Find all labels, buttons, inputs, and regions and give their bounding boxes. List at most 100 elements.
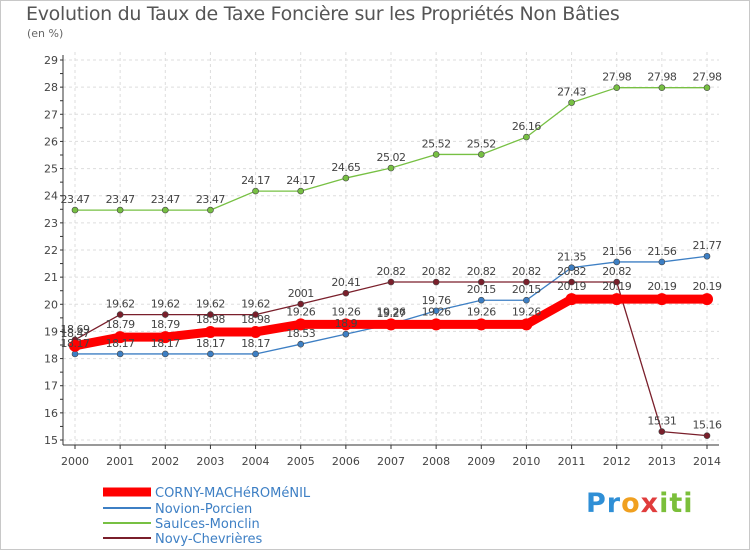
x-tick-label: 2003: [196, 455, 224, 468]
logo-part: ti: [669, 488, 694, 519]
data-label: 26.16: [512, 120, 541, 133]
data-label: 19.27: [377, 307, 406, 320]
data-label: 19.26: [512, 305, 541, 318]
data-point: [252, 311, 259, 318]
chart-unit-label: (en %): [27, 27, 64, 40]
data-label: 21.77: [693, 239, 722, 252]
data-point: [523, 278, 530, 286]
data-point: [342, 174, 350, 182]
data-label: 20.82: [377, 265, 406, 278]
data-point: [477, 151, 485, 158]
data-label: 20.82: [467, 265, 496, 278]
data-point: [297, 300, 305, 308]
data-point: [613, 258, 621, 266]
data-label: 18.98: [196, 313, 225, 326]
data-label: 23.47: [196, 193, 225, 206]
data-point: [568, 278, 575, 286]
data-label: 19.76: [422, 294, 451, 307]
data-point: [658, 258, 666, 266]
data-point: [430, 318, 443, 331]
x-tick-label: 2011: [558, 455, 586, 468]
data-point: [703, 432, 711, 439]
x-tick-label: 2014: [693, 455, 721, 468]
data-point: [161, 350, 169, 358]
data-label: 18.17: [61, 337, 90, 350]
logo-part: x: [640, 488, 660, 519]
x-tick-label: 2001: [106, 455, 134, 468]
data-point: [520, 318, 533, 331]
data-label: 25.52: [467, 137, 496, 150]
data-label: 20.82: [602, 265, 631, 278]
legend-label: Novion-Porcien: [155, 502, 252, 517]
data-point: [703, 252, 711, 260]
data-point: [161, 206, 169, 214]
data-label: 23.47: [61, 193, 90, 206]
data-point: [658, 428, 666, 435]
data-point: [523, 133, 530, 141]
data-label: 18.79: [106, 318, 135, 331]
x-tick-label: 2004: [242, 455, 270, 468]
data-point: [658, 84, 666, 91]
x-tick-label: 2008: [422, 455, 450, 468]
data-label: 19.62: [151, 298, 180, 311]
data-point: [613, 84, 621, 91]
x-tick-label: 2013: [648, 455, 676, 468]
data-point: [114, 331, 127, 344]
data-point: [387, 278, 395, 286]
data-point: [342, 330, 350, 338]
data-label: 27.98: [693, 71, 722, 84]
y-tick-label: 28: [44, 81, 58, 94]
data-point: [207, 206, 214, 214]
data-label: 19.62: [196, 298, 225, 311]
axes: 15 16 17 18 19 20 21 22 23 24 25 26 27 28 29 2000 2001 20…: [44, 54, 721, 468]
data-label: 20.19: [557, 280, 586, 293]
logo-part: o: [621, 488, 641, 519]
y-tick-label: 22: [44, 244, 58, 257]
data-label: 19.62: [241, 298, 270, 311]
data-point: [432, 307, 440, 315]
data-label: 20.82: [557, 265, 586, 278]
y-tick-label: 23: [44, 217, 58, 230]
data-point: [568, 264, 575, 271]
y-tick-label: 18: [44, 353, 58, 366]
data-label: 18.47: [61, 327, 90, 340]
data-point: [297, 340, 305, 348]
data-point: [252, 350, 259, 358]
y-tick-label: 26: [44, 135, 58, 148]
data-point: [294, 318, 307, 331]
data-label: 20.19: [602, 280, 631, 293]
data-point: [703, 84, 711, 91]
data-point: [387, 164, 395, 172]
data-label: 18.9: [335, 317, 358, 330]
data-point: [207, 311, 214, 318]
x-tick-label: 2007: [377, 455, 405, 468]
data-point: [613, 278, 621, 286]
data-label: 15.31: [647, 415, 676, 428]
y-tick-label: 17: [44, 380, 58, 393]
y-tick-label: 16: [44, 407, 58, 420]
data-point: [432, 278, 440, 286]
data-label: 18.98: [241, 313, 270, 326]
data-label: 20.19: [693, 280, 722, 293]
data-label: 25.52: [422, 137, 451, 150]
data-label: 19.26: [286, 305, 315, 318]
data-label: 23.47: [151, 193, 180, 206]
data-point: [568, 99, 575, 106]
data-label: 19.26: [331, 305, 360, 318]
data-label: 24.17: [241, 174, 270, 187]
data-label: 21.56: [647, 245, 676, 258]
x-tick-label: 2000: [61, 455, 89, 468]
data-label: 18.69: [61, 323, 90, 336]
legend: CORNY-MACHéROMéNILNovion-PorcienSaulces-…: [103, 486, 311, 547]
x-tick-label: 2002: [151, 455, 179, 468]
data-label: 20.41: [331, 276, 360, 289]
data-label: 23.47: [106, 193, 135, 206]
data-point: [71, 206, 79, 214]
x-tick-label: 2006: [332, 455, 360, 468]
data-point: [610, 293, 623, 306]
data-label: 15.16: [693, 419, 722, 432]
data-label: 2001: [288, 287, 314, 300]
series-layer: [69, 84, 713, 439]
